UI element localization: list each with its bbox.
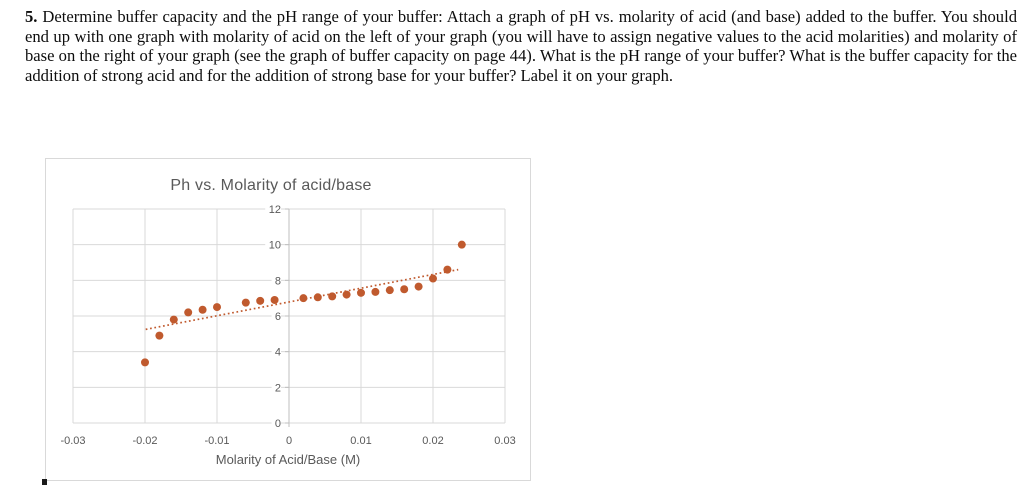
x-tick-label: 0 — [286, 435, 292, 447]
x-axis-title: Molarity of Acid/Base (M) — [215, 452, 361, 467]
x-tick-label: 0.01 — [350, 435, 371, 447]
chart-container: Ph vs. Molarity of acid/base 0 2 4 6 8 10 12 -0… — [45, 158, 531, 481]
scatter-point — [313, 293, 322, 302]
scatter-point — [357, 288, 365, 297]
scatter-point — [213, 303, 221, 312]
scatter-point — [184, 308, 193, 317]
question-text: 5. Determine buffer capacity and the pH … — [25, 7, 1017, 86]
scatter-point — [400, 285, 409, 294]
y-tick-label: 8 — [275, 275, 281, 287]
x-tick-label: -0.01 — [204, 435, 229, 447]
scatter-point — [241, 298, 250, 307]
y-tick-label-backing — [271, 381, 281, 394]
y-tick-label: 4 — [275, 347, 281, 359]
y-tick-label: 10 — [269, 240, 281, 252]
chart-title: Ph vs. Molarity of acid/base — [170, 177, 372, 194]
scatter-point — [429, 274, 437, 283]
y-tick-label-backing — [271, 417, 281, 429]
scatter-plot: 0 2 4 6 8 10 12 -0.03 -0.02 -0.01 0 0.01 0.02 0.03 — [60, 203, 516, 447]
x-tick-label: -0.02 — [132, 435, 157, 447]
scatter-point — [457, 240, 466, 249]
question-number: 5. — [25, 7, 38, 26]
x-tick-label: -0.03 — [60, 435, 85, 447]
scatter-point — [371, 287, 380, 296]
y-tick-label-backing — [271, 345, 281, 358]
y-tick-label: 12 — [269, 204, 281, 216]
scatter-point — [342, 290, 351, 299]
scatter-point — [385, 286, 394, 295]
stray-mark — [42, 479, 47, 485]
scatter-point — [328, 292, 337, 301]
y-tick-label-backing — [265, 203, 281, 215]
scatter-point — [443, 265, 452, 274]
x-tick-label: 0.03 — [494, 435, 515, 447]
scatter-point — [141, 358, 149, 367]
y-tick-label-backing — [265, 238, 281, 251]
y-tick-label: 2 — [275, 382, 281, 394]
y-tick-label: 6 — [275, 311, 281, 323]
scatter-point — [414, 282, 423, 291]
scatter-point — [256, 296, 265, 305]
y-tick-label-backing — [271, 310, 281, 322]
scatter-point — [198, 305, 207, 314]
scatter-point — [169, 315, 178, 324]
x-tick-label: 0.02 — [422, 435, 443, 447]
question-body: Determine buffer capacity and the pH ran… — [25, 7, 1017, 86]
scatter-point — [299, 294, 308, 303]
scatter-point — [155, 331, 164, 340]
scatter-point — [270, 295, 279, 304]
y-tick-label: 0 — [275, 418, 281, 430]
y-tick-label-backing — [271, 274, 281, 287]
